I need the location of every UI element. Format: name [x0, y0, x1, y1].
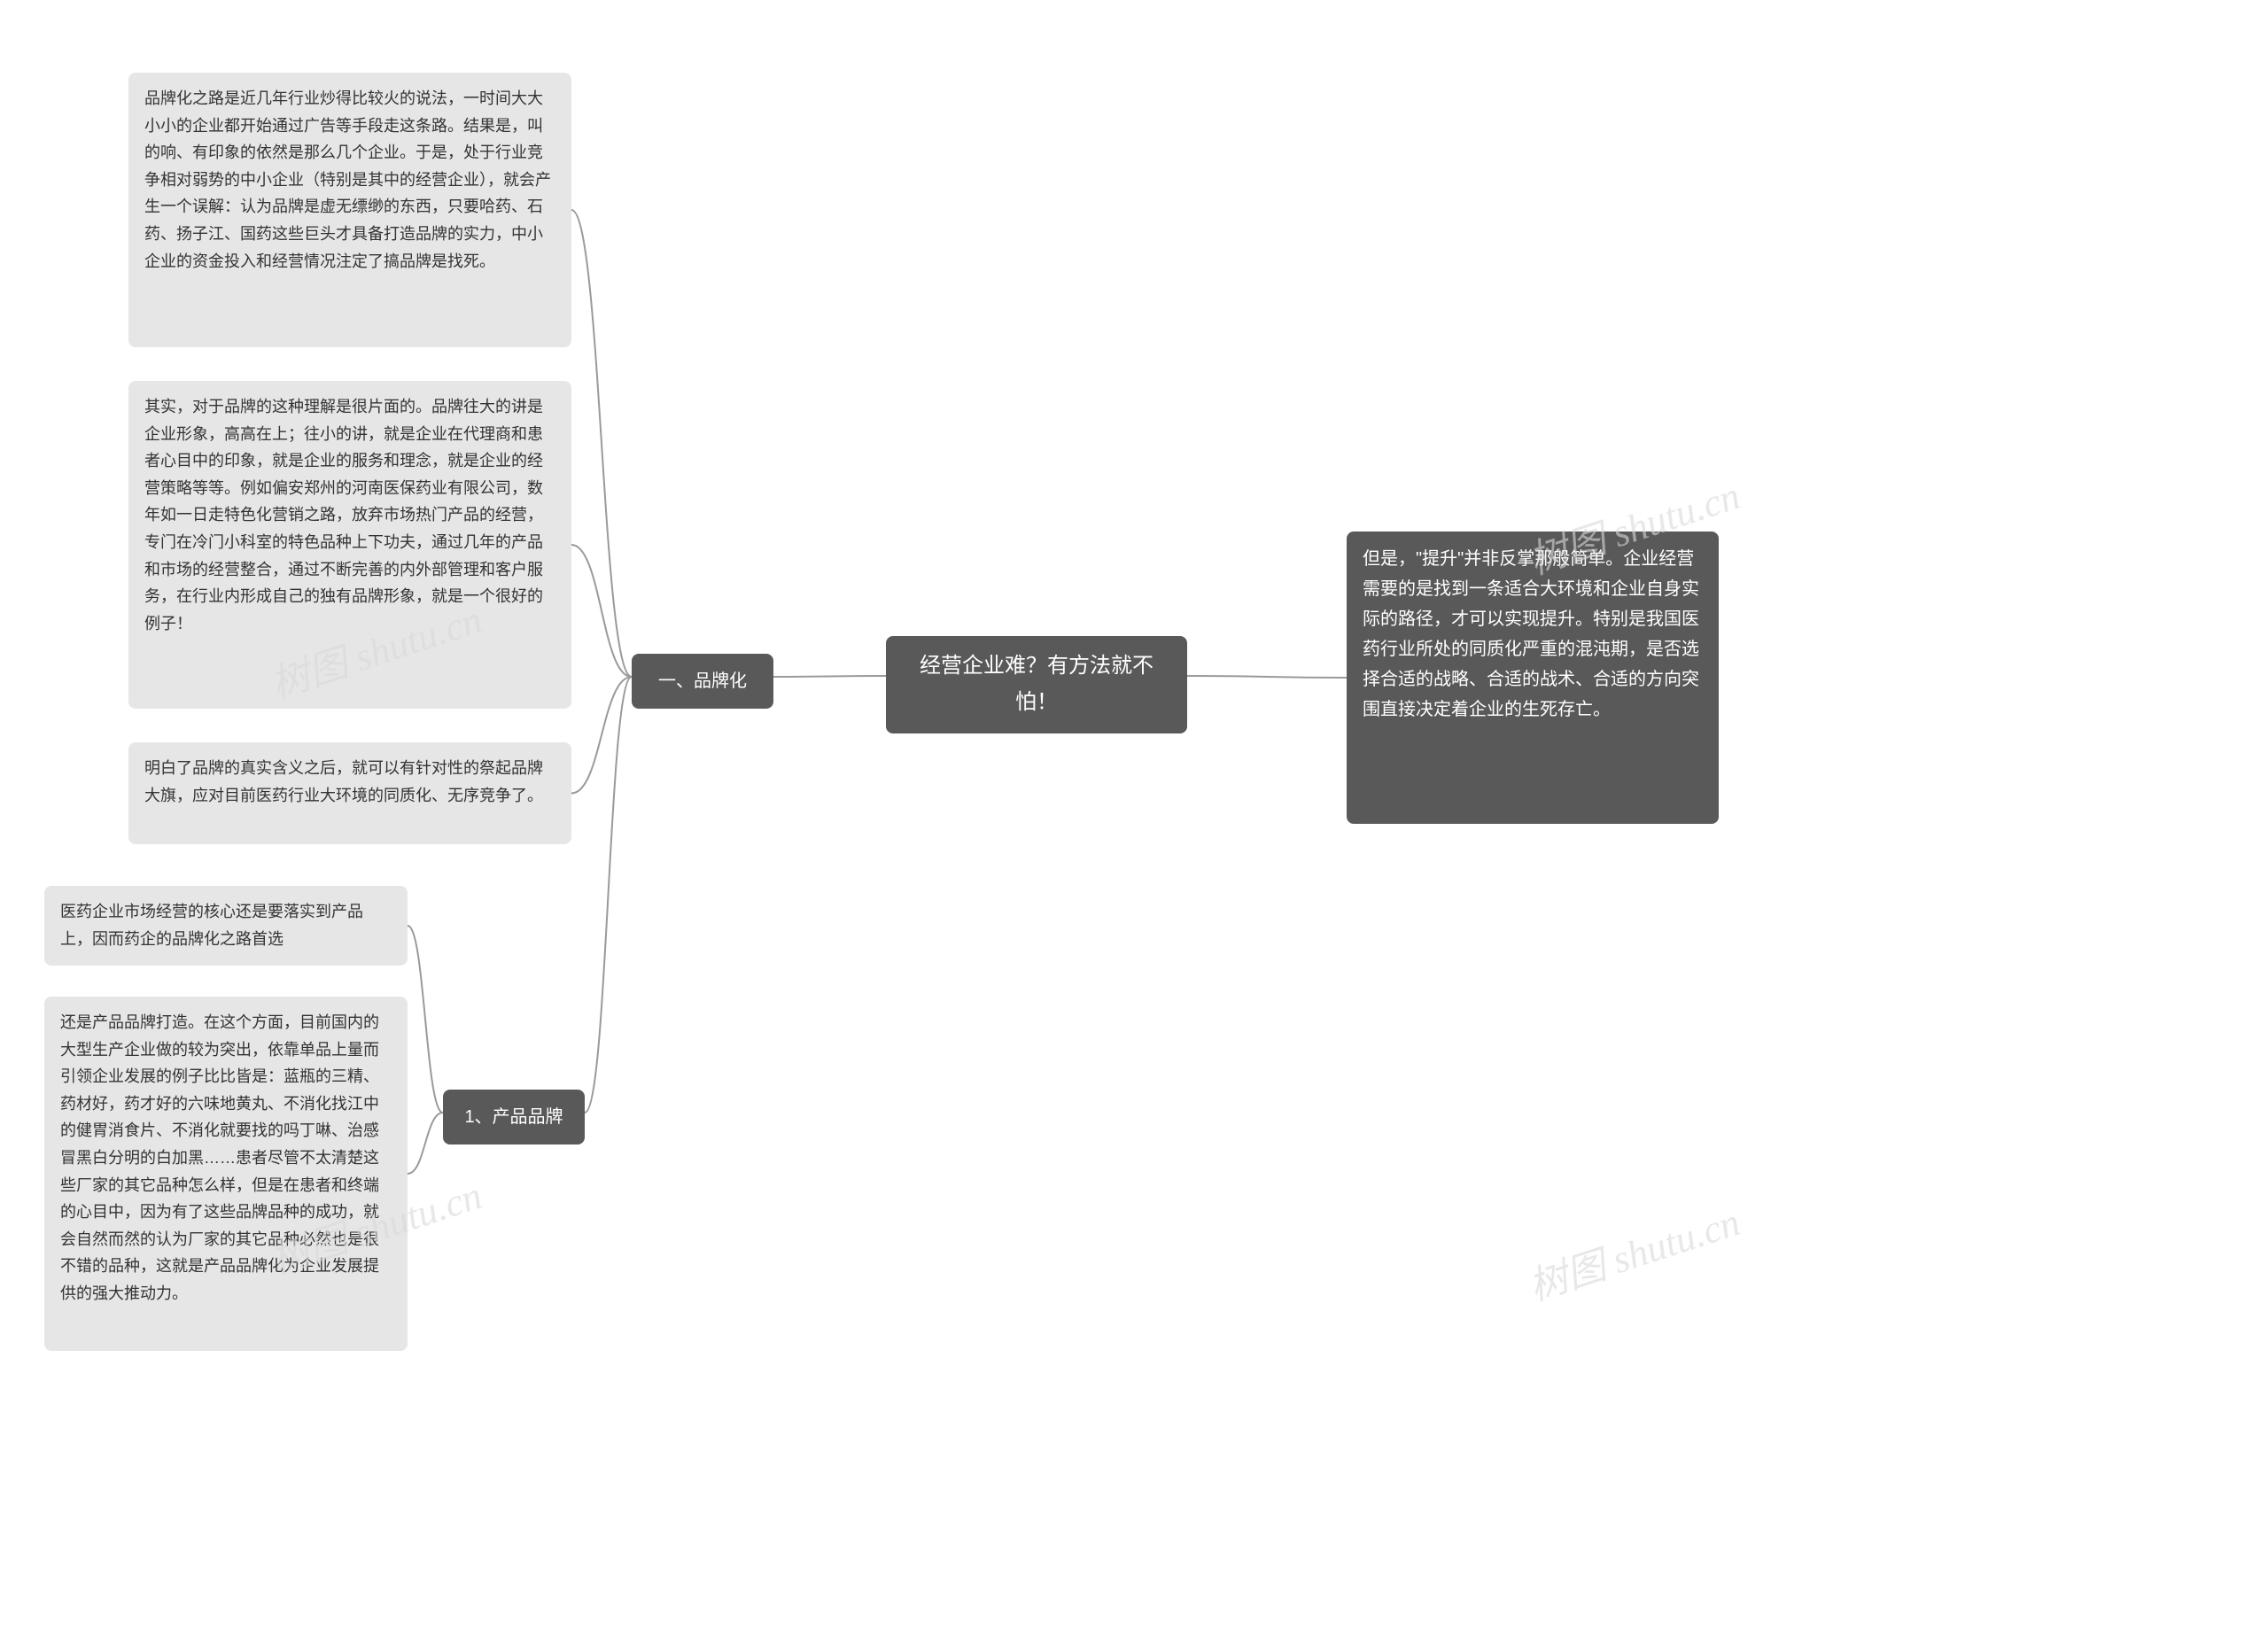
root-node[interactable]: 经营企业难？有方法就不怕！ — [886, 636, 1187, 733]
sub-branch-product-node[interactable]: 1、产品品牌 — [443, 1090, 585, 1145]
leaf-node-5[interactable]: 还是产品品牌打造。在这个方面，目前国内的大型生产企业做的较为突出，依靠单品上量而… — [44, 997, 408, 1351]
leaf-node-1[interactable]: 品牌化之路是近几年行业炒得比较火的说法，一时间大大小小的企业都开始通过广告等手段… — [128, 73, 571, 347]
right-summary-node[interactable]: 但是，"提升"并非反掌那般简单。企业经营需要的是找到一条适合大环境和企业自身实际… — [1347, 532, 1719, 824]
leaf-node-4[interactable]: 医药企业市场经营的核心还是要落实到产品上，因而药企的品牌化之路首选 — [44, 886, 408, 966]
watermark-4: 树图 shutu.cn — [1520, 1190, 1746, 1311]
branch-brand-node[interactable]: 一、品牌化 — [632, 654, 773, 709]
leaf-node-3[interactable]: 明白了品牌的真实含义之后，就可以有针对性的祭起品牌大旗，应对目前医药行业大环境的… — [128, 742, 571, 844]
leaf-node-2[interactable]: 其实，对于品牌的这种理解是很片面的。品牌往大的讲是企业形象，高高在上；往小的讲，… — [128, 381, 571, 709]
